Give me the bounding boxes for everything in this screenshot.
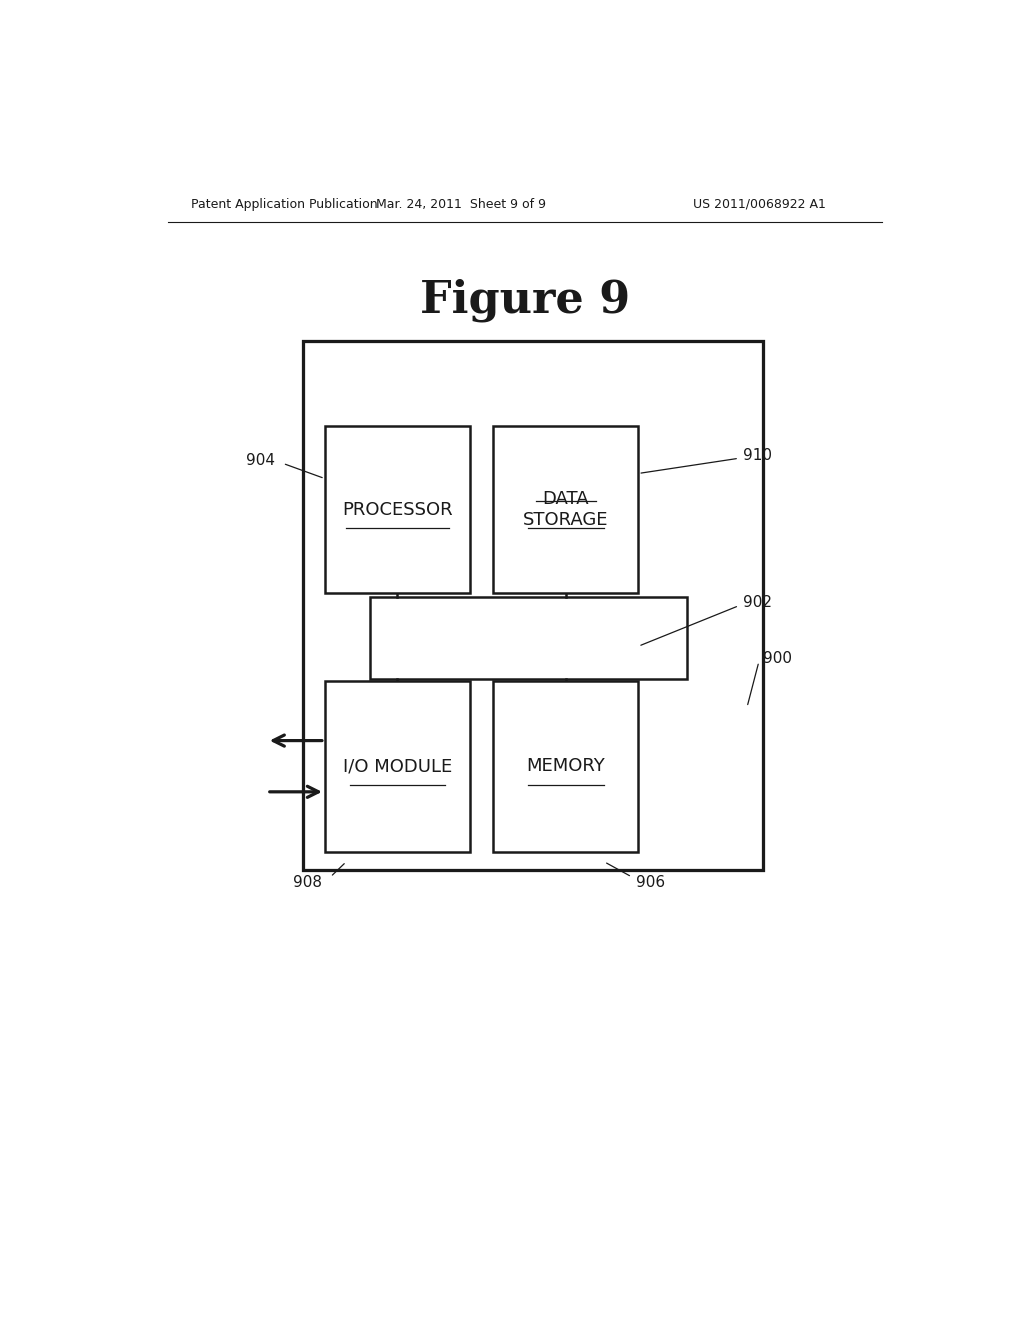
Text: Patent Application Publication: Patent Application Publication	[191, 198, 378, 211]
Text: 902: 902	[743, 595, 772, 610]
Text: Figure 9: Figure 9	[420, 279, 630, 322]
Bar	[370, 598, 687, 678]
Bar	[303, 342, 763, 870]
Text: 906: 906	[636, 875, 665, 890]
Bar	[494, 681, 638, 851]
Text: MEMORY: MEMORY	[526, 758, 605, 775]
Text: DATA
STORAGE: DATA STORAGE	[523, 490, 608, 529]
Text: Mar. 24, 2011  Sheet 9 of 9: Mar. 24, 2011 Sheet 9 of 9	[376, 198, 547, 211]
Bar	[325, 681, 470, 851]
Text: 900: 900	[763, 651, 792, 667]
Bar	[325, 426, 470, 594]
Text: US 2011/0068922 A1: US 2011/0068922 A1	[693, 198, 826, 211]
Text: I/O MODULE: I/O MODULE	[343, 758, 452, 775]
Bar	[494, 426, 638, 594]
Text: 910: 910	[743, 447, 772, 463]
Text: PROCESSOR: PROCESSOR	[342, 500, 453, 519]
Text: 904: 904	[246, 453, 274, 467]
Text: 908: 908	[294, 875, 323, 890]
